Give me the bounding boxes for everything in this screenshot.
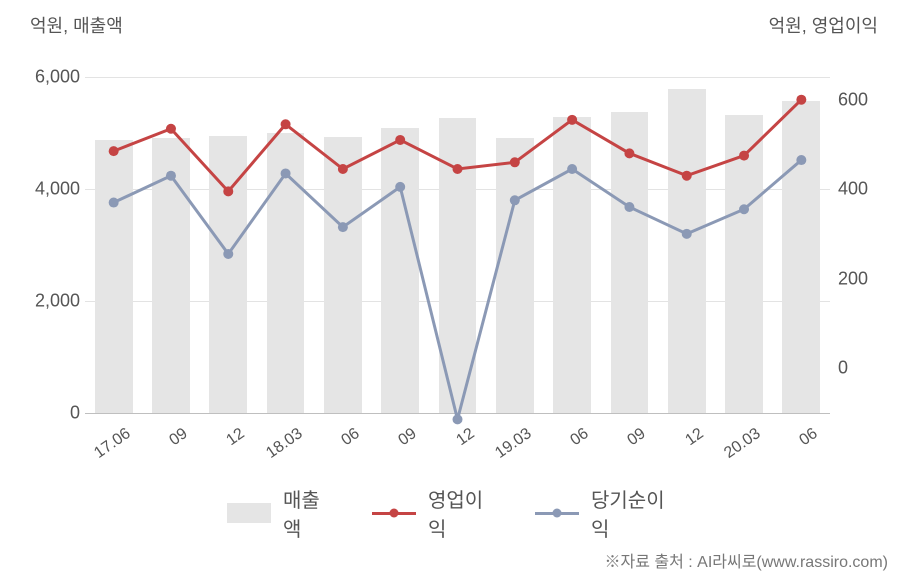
- chart-marker: [624, 202, 634, 212]
- chart-marker: [453, 414, 463, 424]
- chart-marker: [682, 171, 692, 181]
- y-tick-left: 2,000: [35, 290, 80, 311]
- right-axis-label: 억원, 영업이익: [769, 12, 878, 38]
- chart-marker: [281, 168, 291, 178]
- legend-line1-swatch: [372, 512, 416, 515]
- chart-marker: [338, 164, 348, 174]
- legend-label: 당기순이익: [591, 484, 681, 542]
- y-tick-left: 4,000: [35, 179, 80, 200]
- chart-marker: [796, 95, 806, 105]
- chart-marker: [281, 119, 291, 129]
- legend-item-line2: 당기순이익: [535, 484, 681, 542]
- plot-area: [85, 55, 830, 435]
- chart-marker: [109, 198, 119, 208]
- y-tick-right: 0: [838, 357, 848, 378]
- y-tick-right: 600: [838, 89, 868, 110]
- y-tick-right: 200: [838, 268, 868, 289]
- y-tick-left: 6,000: [35, 67, 80, 88]
- legend-item-bars: 매출액: [227, 484, 337, 542]
- legend-line2-swatch: [535, 512, 579, 515]
- chart-marker: [624, 148, 634, 158]
- chart-marker: [395, 182, 405, 192]
- chart-line: [114, 160, 802, 419]
- chart-line: [114, 100, 802, 192]
- chart-marker: [338, 222, 348, 232]
- chart-marker: [453, 164, 463, 174]
- chart-marker: [567, 164, 577, 174]
- chart-marker: [739, 151, 749, 161]
- legend-bar-swatch: [227, 503, 271, 523]
- chart-marker: [166, 171, 176, 181]
- legend-label: 매출액: [283, 484, 337, 542]
- chart-marker: [682, 229, 692, 239]
- chart-marker: [510, 195, 520, 205]
- chart-marker: [567, 115, 577, 125]
- legend: 매출액 영업이익 당기순이익: [227, 484, 681, 542]
- chart-marker: [109, 146, 119, 156]
- chart-marker: [796, 155, 806, 165]
- y-tick-right: 400: [838, 179, 868, 200]
- source-note: ※자료 출처 : AI라씨로(www.rassiro.com): [604, 548, 888, 572]
- chart-marker: [510, 157, 520, 167]
- chart-marker: [166, 124, 176, 134]
- chart-marker: [223, 186, 233, 196]
- chart-marker: [395, 135, 405, 145]
- legend-label: 영업이익: [428, 484, 500, 542]
- left-axis-label: 억원, 매출액: [30, 12, 123, 38]
- chart-marker: [739, 204, 749, 214]
- y-tick-left: 0: [70, 402, 80, 423]
- chart-marker: [223, 249, 233, 259]
- chart-container: 억원, 매출액 억원, 영업이익 0 2,000 4,000 6,000 0 200 40…: [0, 0, 908, 580]
- legend-item-line1: 영업이익: [372, 484, 500, 542]
- chart-svg: [85, 55, 830, 435]
